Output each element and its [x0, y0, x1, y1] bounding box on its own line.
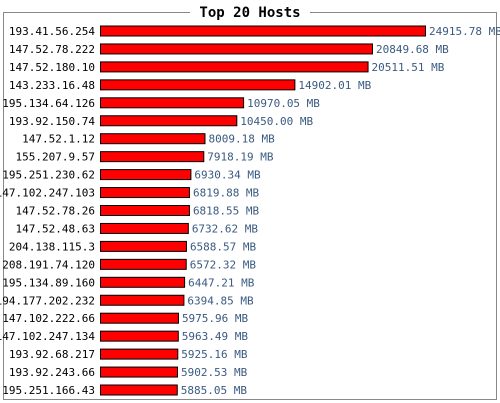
bar — [100, 79, 296, 91]
bar — [100, 115, 238, 127]
value-label: 6447.21 MB — [188, 276, 255, 289]
bar — [100, 169, 192, 181]
bar — [100, 258, 187, 270]
bar — [100, 384, 178, 396]
category-label: 195.134.64.126 — [2, 97, 95, 110]
category-label: 155.207.9.57 — [16, 151, 95, 164]
bar — [100, 240, 187, 252]
value-label: 5975.96 MB — [182, 312, 249, 325]
bar — [100, 205, 190, 216]
value-label: 24915.78 MB — [429, 25, 500, 38]
category-label: 195.134.89.160 — [2, 276, 95, 289]
value-label: 5902.53 MB — [181, 366, 248, 379]
value-label: 6732.62 MB — [192, 222, 259, 235]
category-label: 195.251.230.62 — [2, 169, 95, 182]
category-label: 147.52.48.63 — [16, 222, 95, 235]
category-label: 147.52.78.26 — [16, 205, 95, 218]
value-label: 8009.18 MB — [208, 133, 275, 146]
bar — [100, 187, 190, 199]
bar — [100, 43, 373, 55]
bar — [100, 151, 205, 163]
bar — [100, 276, 186, 288]
category-label: 208.191.74.120 — [2, 258, 95, 271]
category-label: 193.92.243.66 — [9, 366, 95, 379]
bar — [100, 133, 206, 145]
value-label: 6394.85 MB — [187, 294, 254, 307]
value-label: 6588.57 MB — [190, 240, 257, 253]
category-label: 147.102.247.134 — [0, 330, 95, 343]
value-label: 14902.01 MB — [298, 79, 371, 92]
bar — [100, 330, 179, 342]
bar — [100, 61, 369, 73]
bar — [100, 25, 426, 37]
value-label: 20511.51 MB — [372, 61, 445, 74]
value-label: 6930.34 MB — [194, 169, 261, 182]
category-label: 193.41.56.254 — [9, 25, 95, 38]
title-bg — [190, 4, 310, 22]
value-label: 6818.55 MB — [193, 205, 260, 218]
category-label: 194.177.202.232 — [0, 294, 95, 307]
category-label: 147.52.1.12 — [22, 133, 95, 146]
bar — [100, 294, 185, 306]
category-label: 195.251.166.43 — [2, 384, 95, 397]
value-label: 6819.88 MB — [193, 187, 260, 200]
category-label: 193.92.150.74 — [9, 115, 95, 128]
value-label: 10970.05 MB — [247, 97, 320, 110]
category-label: 147.52.78.222 — [9, 43, 95, 56]
category-label: 204.138.115.3 — [9, 240, 95, 253]
category-label: 143.233.16.48 — [9, 79, 95, 92]
bar — [100, 348, 179, 360]
bar — [100, 97, 245, 109]
bar — [100, 366, 178, 378]
bar — [100, 222, 189, 234]
value-label: 10450.00 MB — [240, 115, 313, 128]
chart-title: Top 20 Hosts — [199, 5, 300, 21]
value-label: 20849.68 MB — [376, 43, 449, 56]
value-label: 5963.49 MB — [182, 330, 249, 343]
bar — [100, 312, 179, 324]
value-label: 5925.16 MB — [181, 348, 248, 361]
category-label: 147.52.180.10 — [9, 61, 95, 74]
category-label: 147.102.222.66 — [2, 312, 95, 325]
category-label: 193.92.68.217 — [9, 348, 95, 361]
value-label: 5885.05 MB — [181, 384, 248, 397]
value-label: 6572.32 MB — [190, 258, 257, 271]
value-label: 7918.19 MB — [207, 151, 274, 164]
category-label: 147.102.247.103 — [0, 187, 95, 200]
